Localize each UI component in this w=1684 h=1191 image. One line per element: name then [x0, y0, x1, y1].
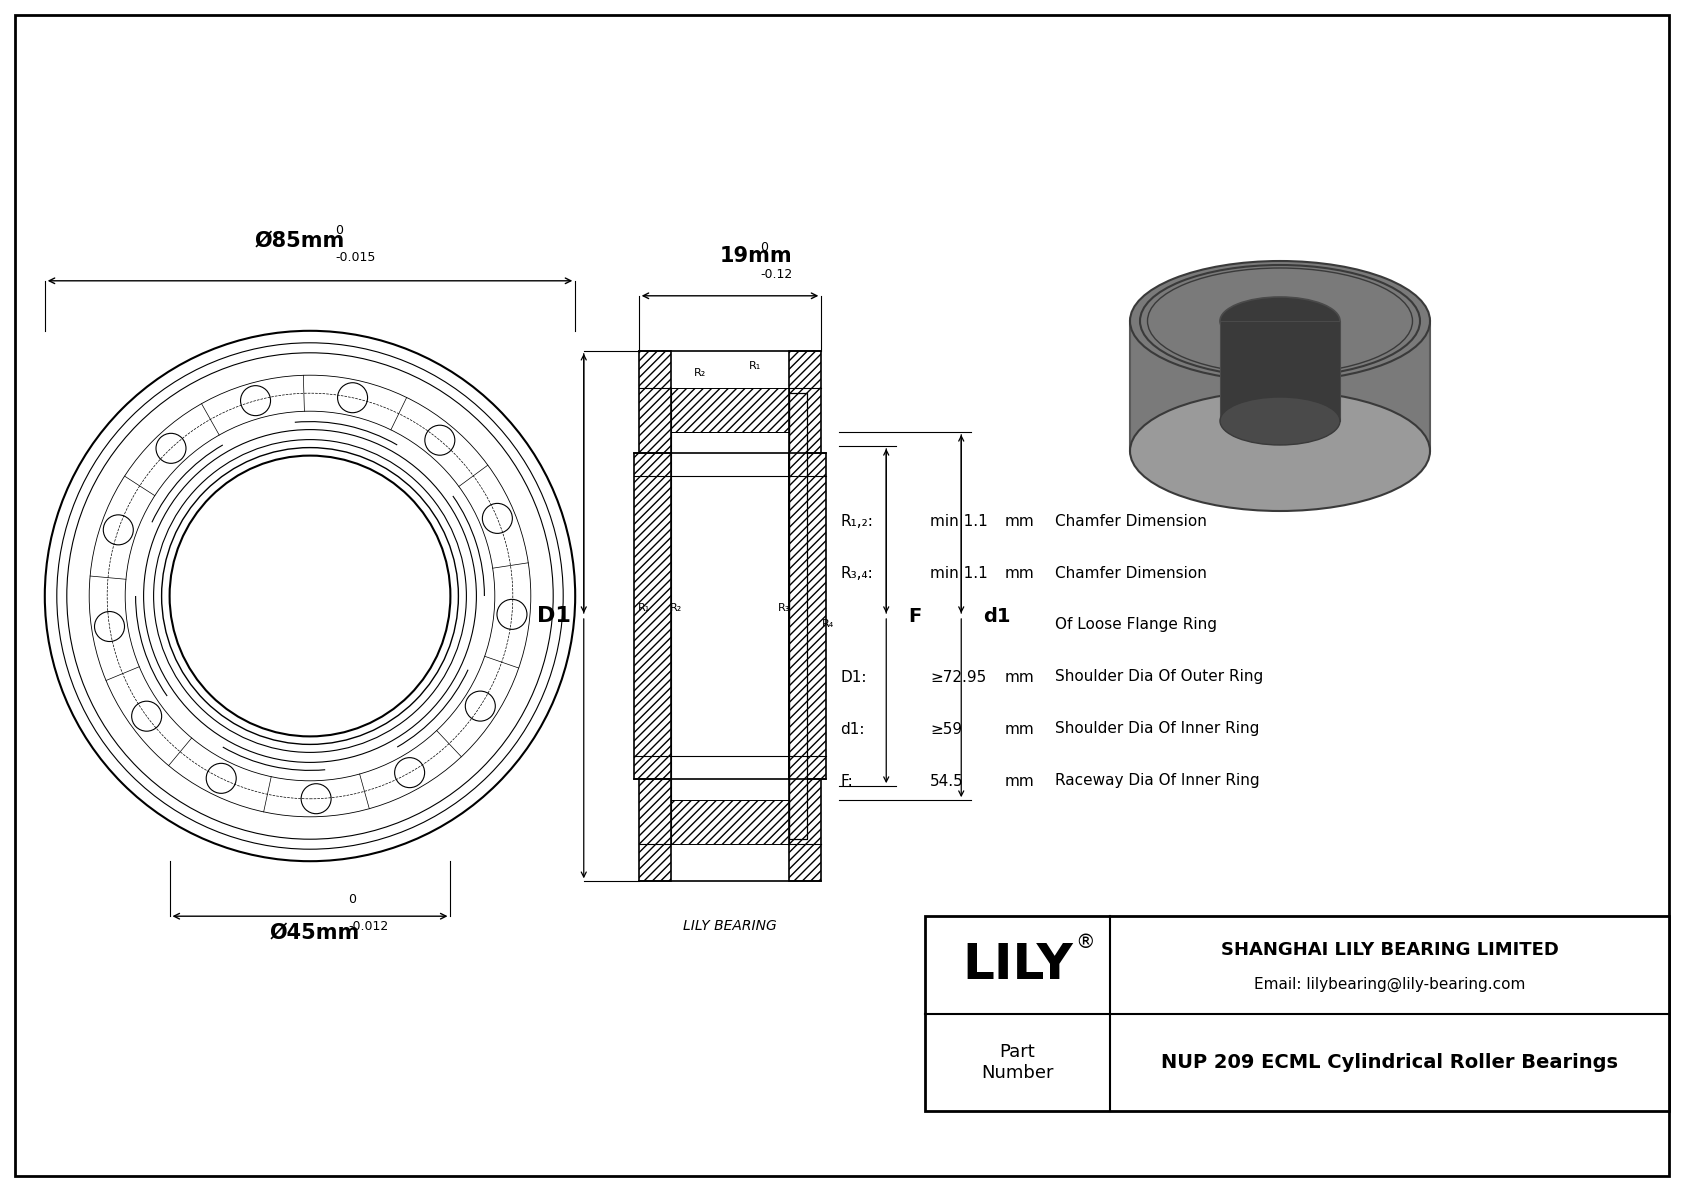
Bar [790, 393, 807, 838]
Text: R₁,₂:: R₁,₂: [840, 513, 872, 529]
Text: Of Loose Flange Ring: Of Loose Flange Ring [1054, 617, 1218, 632]
Ellipse shape [1219, 297, 1340, 345]
Text: mm: mm [1005, 566, 1034, 580]
Text: R₁: R₁ [638, 603, 650, 613]
Text: R₃,₄:: R₃,₄: [840, 566, 872, 580]
Text: R₄: R₄ [822, 619, 835, 629]
Text: 0: 0 [759, 241, 768, 254]
Bar [790, 393, 807, 838]
Text: LILY: LILY [962, 941, 1073, 989]
Bar [790, 454, 827, 779]
Ellipse shape [1219, 397, 1340, 445]
Text: Shoulder Dia Of Outer Ring: Shoulder Dia Of Outer Ring [1054, 669, 1263, 685]
Text: mm: mm [1005, 669, 1034, 685]
Text: SHANGHAI LILY BEARING LIMITED: SHANGHAI LILY BEARING LIMITED [1221, 941, 1558, 959]
Text: Ø45mm: Ø45mm [269, 922, 360, 942]
Text: LILY BEARING: LILY BEARING [684, 919, 776, 934]
Polygon shape [1130, 322, 1430, 451]
Text: Raceway Dia Of Inner Ring: Raceway Dia Of Inner Ring [1054, 773, 1260, 788]
Text: ®: ® [1076, 934, 1095, 953]
Text: F: F [908, 606, 921, 625]
Text: R₂: R₂ [694, 368, 707, 378]
Text: ≥72.95: ≥72.95 [930, 669, 987, 685]
Text: R₃: R₃ [778, 603, 790, 613]
Text: -0.012: -0.012 [349, 921, 389, 934]
Bar [790, 351, 822, 881]
Bar [633, 454, 670, 779]
Bar [638, 351, 670, 881]
Text: -0.12: -0.12 [759, 268, 791, 281]
Text: -0.015: -0.015 [335, 251, 376, 263]
Text: D1:: D1: [840, 669, 867, 685]
Bar [790, 351, 822, 881]
Text: mm: mm [1005, 773, 1034, 788]
Text: D1: D1 [537, 606, 571, 626]
Text: R₁: R₁ [748, 361, 761, 370]
Text: d1: d1 [983, 606, 1010, 625]
Text: 0: 0 [349, 893, 355, 906]
Bar [670, 388, 790, 432]
Text: 19mm: 19mm [721, 245, 793, 266]
Polygon shape [1219, 322, 1340, 420]
Text: mm: mm [1005, 513, 1034, 529]
Bar [670, 800, 790, 843]
Text: Part
Number: Part Number [982, 1043, 1054, 1081]
Text: NUP 209 ECML Cylindrical Roller Bearings: NUP 209 ECML Cylindrical Roller Bearings [1160, 1053, 1618, 1072]
Bar [670, 388, 790, 432]
Text: d1:: d1: [840, 722, 864, 736]
Bar [670, 800, 790, 843]
Text: min 1.1: min 1.1 [930, 513, 989, 529]
Text: Shoulder Dia Of Inner Ring: Shoulder Dia Of Inner Ring [1054, 722, 1260, 736]
Text: Chamfer Dimension: Chamfer Dimension [1054, 566, 1207, 580]
Text: Ø85mm: Ø85mm [254, 231, 345, 251]
Ellipse shape [1130, 391, 1430, 511]
Text: R₂: R₂ [670, 603, 682, 613]
Ellipse shape [1130, 261, 1430, 381]
Text: Chamfer Dimension: Chamfer Dimension [1054, 513, 1207, 529]
Text: F:: F: [840, 773, 852, 788]
Text: 0: 0 [335, 224, 344, 237]
Text: min 1.1: min 1.1 [930, 566, 989, 580]
Text: ≥59: ≥59 [930, 722, 962, 736]
Bar [638, 351, 670, 881]
Bar [925, 916, 1669, 1111]
Bar [633, 454, 670, 779]
Text: 54.5: 54.5 [930, 773, 963, 788]
Bar [790, 454, 827, 779]
Text: Email: lilybearing@lily-bearing.com: Email: lilybearing@lily-bearing.com [1255, 977, 1526, 992]
Text: mm: mm [1005, 722, 1034, 736]
